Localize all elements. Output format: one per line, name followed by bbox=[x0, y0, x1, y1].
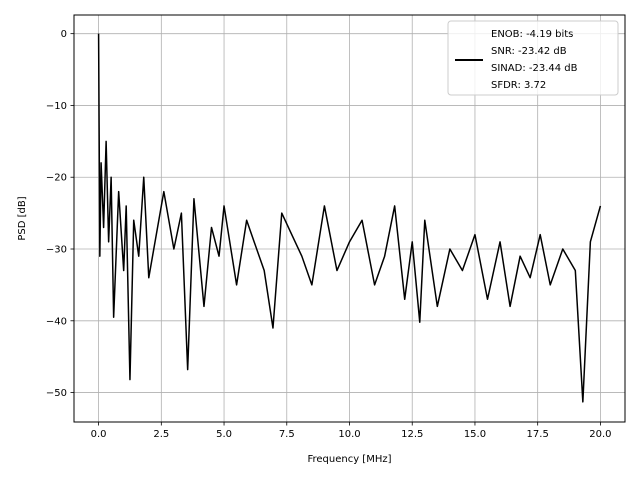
x-tick-label: 2.5 bbox=[153, 429, 169, 440]
y-tick-label: −10 bbox=[46, 101, 67, 112]
x-tick-label: 0.0 bbox=[91, 429, 107, 440]
data-layer bbox=[97, 33, 602, 403]
y-tick-label: −20 bbox=[46, 173, 67, 184]
y-tick-label: 0 bbox=[61, 29, 67, 40]
x-tick-label: 20.0 bbox=[589, 429, 611, 440]
x-tick-label: 7.5 bbox=[279, 429, 295, 440]
x-tick-label: 5.0 bbox=[216, 429, 232, 440]
grid bbox=[74, 15, 625, 422]
y-axis-label: PSD [dB] bbox=[17, 196, 28, 240]
legend-entry-sinad: SINAD: -23.44 dB bbox=[491, 63, 578, 74]
legend-entry-sfdr: SFDR: 3.72 bbox=[491, 80, 546, 91]
x-tick-label: 17.5 bbox=[527, 429, 549, 440]
legend: ENOB: -4.19 bits SNR: -23.42 dB SINAD: -… bbox=[447, 20, 619, 96]
x-tick-label: 15.0 bbox=[464, 429, 486, 440]
y-tick-label: −50 bbox=[46, 388, 67, 399]
y-tick-label: −30 bbox=[46, 245, 67, 256]
y-tick-label: −40 bbox=[46, 316, 67, 327]
x-tick-label: 12.5 bbox=[401, 429, 423, 440]
x-tick-label: 10.0 bbox=[338, 429, 360, 440]
legend-entry-enob: ENOB: -4.19 bits bbox=[491, 29, 573, 40]
ticks: 0.0 2.5 5.0 7.5 10.0 12.5 15.0 17.5 20.0 0 −10 −20 −… bbox=[46, 29, 612, 440]
x-axis-label: Frequency [MHz] bbox=[307, 454, 391, 465]
legend-entry-snr: SNR: -23.42 dB bbox=[491, 46, 567, 57]
psd-series-line bbox=[97, 33, 602, 403]
legend-box bbox=[447, 20, 619, 96]
